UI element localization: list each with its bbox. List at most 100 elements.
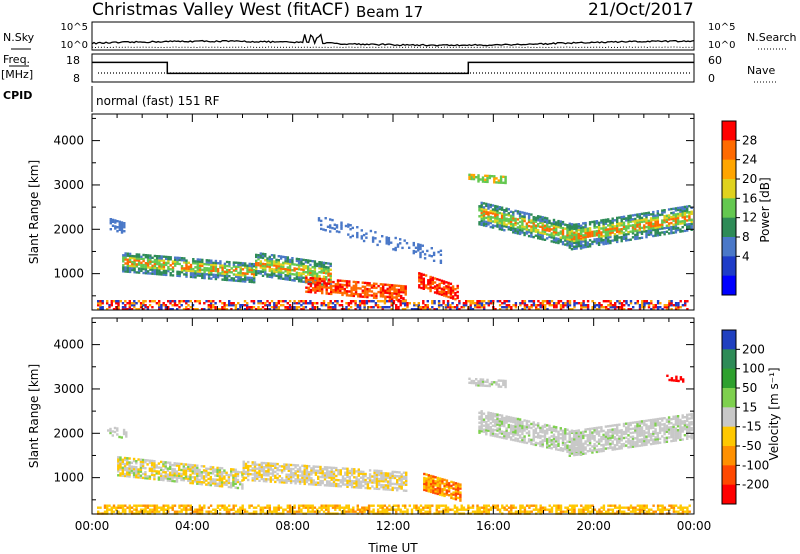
power-echo-cell [383, 302, 387, 305]
velocity-echo-cell [387, 484, 390, 487]
power-echo-cell [189, 265, 193, 269]
power-echo-cell [537, 308, 540, 311]
power-echo-cell [371, 240, 375, 243]
power-echo-cell [325, 262, 328, 265]
velocity-echo-cell [298, 468, 302, 471]
velocity-echo-cell [638, 508, 642, 511]
power-echo-cell [117, 306, 120, 309]
power-echo-cell [491, 220, 495, 223]
power-echo-cell [203, 262, 206, 266]
power-echo-cell [532, 218, 535, 221]
velocity-echo-cell [247, 468, 250, 472]
velocity-echo-cell [258, 475, 261, 478]
velocity-echo-cell [519, 508, 522, 511]
power-echo-cell [586, 308, 590, 311]
power-echo-cell [593, 306, 597, 309]
velocity-echo-cell [247, 474, 250, 478]
velocity-echo-cell [441, 478, 444, 481]
power-echo-cell [661, 211, 664, 214]
velocity-echo-cell [128, 475, 131, 478]
power-echo-cell [307, 302, 310, 305]
power-echo-cell [616, 226, 619, 230]
power-echo-cell [489, 209, 492, 213]
power-echo-cell [629, 220, 632, 223]
power-echo-cell [652, 234, 655, 238]
power-echo-cell [144, 262, 148, 265]
velocity-echo-cell [423, 484, 426, 488]
power-echo-cell [559, 306, 563, 309]
velocity-echo-cell [459, 485, 462, 488]
velocity-echo-cell [419, 508, 423, 511]
power-echo-cell [348, 290, 351, 293]
power-echo-cell [480, 203, 483, 207]
power-echo-cell [504, 177, 507, 181]
power-echo-cell [616, 218, 619, 222]
power-echo-cell [582, 238, 585, 241]
velocity-echo-cell [211, 466, 215, 469]
power-echo-cell [546, 229, 549, 232]
power-echo-cell [390, 300, 393, 303]
velocity-echo-cell [132, 457, 136, 461]
power-echo-cell [372, 294, 376, 297]
power-echo-cell [496, 219, 499, 222]
power-echo-cell [128, 302, 131, 305]
velocity-echo-cell [128, 510, 131, 513]
power-echo-cell [243, 300, 247, 303]
velocity-echo-cell [400, 487, 403, 490]
power-echo-cell [613, 225, 617, 228]
velocity-echo-cell [355, 486, 358, 489]
power-echo-cell [539, 237, 542, 240]
power-echo-cell [690, 224, 693, 227]
power-echo-cell [135, 253, 138, 256]
power-echo-cell [149, 268, 152, 271]
power-echo-cell [442, 286, 446, 289]
power-echo-cell [600, 304, 603, 307]
power-echo-cell [230, 308, 233, 311]
velocity-echo-cell [457, 490, 460, 494]
velocity-echo-cell [437, 506, 441, 509]
velocity-echo-cell [141, 466, 145, 470]
velocity-echo-cell [310, 477, 313, 480]
power-echo-cell [472, 177, 476, 181]
velocity-echo-cell [362, 478, 365, 482]
power-echo-cell [634, 302, 637, 305]
velocity-echo-cell [269, 480, 272, 483]
velocity-echo-cell [393, 482, 397, 486]
power-echo-cell [546, 308, 549, 311]
power-echo-cell [223, 272, 227, 275]
power-echo-cell [250, 306, 253, 309]
power-echo-cell [156, 260, 159, 264]
velocity-echo-cell [287, 477, 290, 480]
velocity-echo-cell [307, 508, 310, 511]
power-echo-cell [244, 264, 247, 267]
power-echo-cell [192, 269, 195, 273]
power-echo-cell [431, 280, 434, 283]
power-echo-cell [404, 291, 407, 294]
velocity-echo-cell [160, 466, 163, 470]
velocity-echo-cell [614, 506, 617, 509]
power-echo-cell [573, 233, 576, 237]
power-echo-cell [668, 300, 671, 303]
power-echo-cell [620, 235, 623, 239]
power-echo-cell [627, 304, 630, 307]
power-echo-cell [417, 249, 420, 252]
velocity-echo-cell [155, 470, 158, 473]
power-echo-cell [447, 281, 450, 285]
power-echo-cell [446, 306, 450, 309]
velocity-echo-cell [321, 471, 324, 475]
power-echo-cell [568, 232, 571, 235]
power-echo-cell [683, 217, 687, 221]
velocity-echo-cell [234, 468, 237, 471]
velocity-echo-cell [250, 504, 253, 507]
velocity-echo-cell [119, 466, 122, 469]
power-echo-cell [286, 276, 289, 279]
velocity-echo-cell [616, 506, 619, 509]
power-echo-cell [510, 306, 513, 309]
power-echo-cell [167, 267, 170, 271]
power-echo-cell [514, 219, 517, 223]
power-echo-cell [167, 259, 170, 263]
power-echo-cell [485, 208, 488, 212]
power-echo-cell [552, 218, 556, 222]
velocity-echo-cell [401, 504, 405, 507]
power-echo-cell [120, 227, 124, 230]
